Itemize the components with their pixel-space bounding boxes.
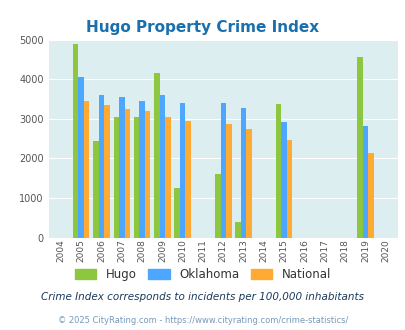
Legend: Hugo, Oklahoma, National: Hugo, Oklahoma, National xyxy=(70,263,335,286)
Text: Crime Index corresponds to incidents per 100,000 inhabitants: Crime Index corresponds to incidents per… xyxy=(41,292,364,302)
Bar xyxy=(226,124,231,238)
Bar xyxy=(240,108,246,238)
Bar xyxy=(159,95,165,238)
Bar xyxy=(154,73,159,238)
Bar xyxy=(119,97,124,238)
Bar xyxy=(281,122,286,238)
Bar xyxy=(286,140,292,238)
Bar xyxy=(104,105,109,238)
Text: © 2025 CityRating.com - https://www.cityrating.com/crime-statistics/: © 2025 CityRating.com - https://www.city… xyxy=(58,315,347,325)
Bar xyxy=(179,103,185,238)
Bar xyxy=(145,111,150,238)
Bar xyxy=(124,109,130,238)
Bar xyxy=(98,95,104,238)
Bar xyxy=(139,101,145,238)
Bar xyxy=(220,103,226,238)
Bar xyxy=(73,44,78,238)
Bar xyxy=(246,129,251,238)
Bar xyxy=(113,117,119,238)
Bar xyxy=(235,222,240,238)
Bar xyxy=(93,141,98,238)
Bar xyxy=(185,121,190,238)
Text: Hugo Property Crime Index: Hugo Property Crime Index xyxy=(86,20,319,35)
Bar xyxy=(275,104,281,238)
Bar xyxy=(356,57,362,238)
Bar xyxy=(78,77,84,238)
Bar xyxy=(165,117,170,238)
Bar xyxy=(174,188,179,238)
Bar xyxy=(84,101,89,238)
Bar xyxy=(134,117,139,238)
Bar xyxy=(362,126,367,238)
Bar xyxy=(215,174,220,238)
Bar xyxy=(367,153,373,238)
